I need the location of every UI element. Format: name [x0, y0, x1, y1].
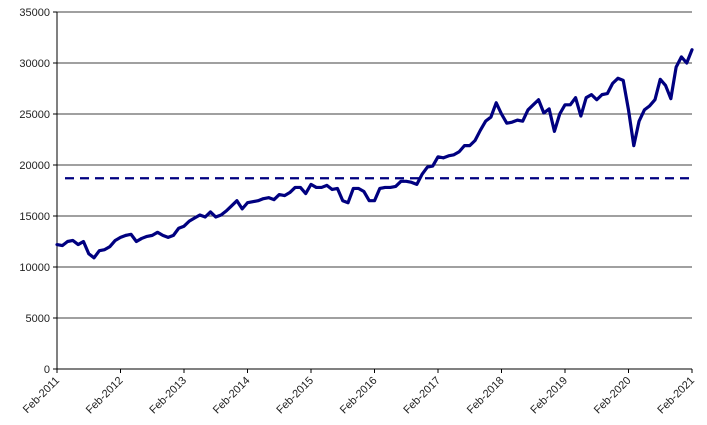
y-tick-label: 5000	[26, 313, 50, 325]
label-layer: 0 5000 10000 15000 20000 25000 30000 35000 Feb-2…	[19, 7, 697, 416]
y-tick-label: 15000	[19, 211, 50, 223]
y-tick-label: 25000	[19, 109, 50, 121]
x-tick-label: Feb-2014	[211, 375, 253, 417]
y-tick-label: 10000	[19, 262, 50, 274]
x-tick-label: Feb-2017	[401, 375, 443, 417]
x-tick-label: Feb-2019	[528, 375, 570, 417]
y-tick-label: 20000	[19, 160, 50, 172]
x-tick-label: Feb-2021	[655, 375, 697, 417]
x-tick-label: Feb-2013	[147, 375, 189, 417]
series-line	[55, 48, 694, 260]
x-tick-label: Feb-2015	[274, 375, 316, 417]
x-tick-label: Feb-2016	[338, 375, 380, 417]
grid-layer	[57, 11, 692, 319]
y-tick-label: 35000	[19, 7, 50, 19]
series-layer	[55, 48, 694, 260]
x-tick-label: Feb-2012	[84, 375, 126, 417]
x-tick-label: Feb-2020	[592, 375, 634, 417]
y-tick-label: 30000	[19, 58, 50, 70]
x-tick-label: Feb-2011	[21, 375, 62, 416]
x-tick-label: Feb-2018	[465, 375, 507, 417]
y-tick-label: 0	[44, 364, 50, 376]
axis-layer	[53, 11, 693, 373]
